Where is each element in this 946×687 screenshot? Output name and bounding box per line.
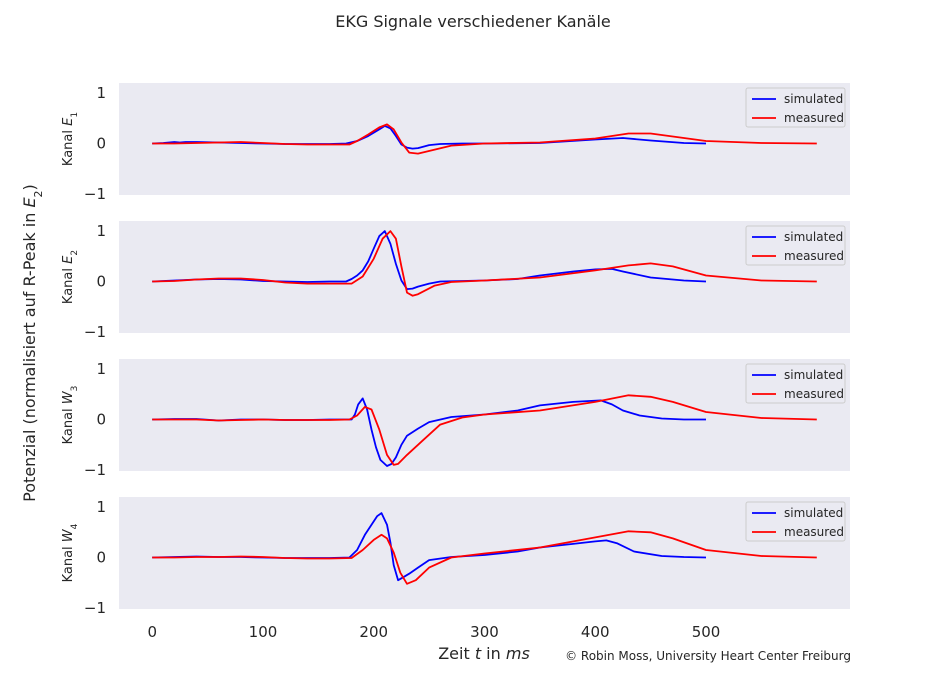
legend-label-simulated: simulated (784, 506, 843, 520)
y-tick-label: 0 (96, 273, 106, 291)
channel-label: Kanal E2 (61, 250, 80, 304)
channel-label: Kanal E1 (61, 112, 80, 166)
legend-label-measured: measured (784, 249, 844, 263)
y-tick-label: 0 (96, 549, 106, 567)
x-tick-label: 200 (359, 623, 388, 641)
x-tick-label: 500 (692, 623, 721, 641)
copyright-credit: © Robin Moss, University Heart Center Fr… (565, 649, 851, 663)
y-tick-label: −1 (84, 323, 106, 341)
x-tick-label: 300 (470, 623, 499, 641)
series-line-measured (152, 530, 817, 585)
y-tick-label: 1 (96, 84, 106, 102)
panel-3: −1 0 1 Kanal W3 simulated measured (61, 359, 850, 479)
y-axis-label: Potenzial (normalisiert auf R-Peak in E2… (20, 184, 45, 502)
series-line-measured (152, 230, 817, 297)
panel-2: −1 0 1 Kanal E2 simulated measured (61, 221, 850, 341)
y-tick-label: 1 (96, 222, 106, 240)
series-line-measured (152, 394, 817, 466)
series-line-measured (152, 123, 817, 155)
panel-1: −1 0 1 Kanal E1 simulated measured (61, 83, 850, 203)
y-tick-label: 0 (96, 411, 106, 429)
figure-title: EKG Signale verschiedener Kanäle (335, 12, 611, 31)
legend-label-simulated: simulated (784, 368, 843, 382)
panel-4: −1 0 1 Kanal W4 simulated measured (61, 497, 850, 617)
x-tick-label: 400 (581, 623, 610, 641)
legend-label-measured: measured (784, 387, 844, 401)
x-axis-label: Zeit t in ms (438, 644, 530, 663)
y-tick-label: −1 (84, 185, 106, 203)
legend-label-simulated: simulated (784, 230, 843, 244)
x-tick-label: 0 (147, 623, 157, 641)
y-tick-label: −1 (84, 461, 106, 479)
legend-label-measured: measured (784, 525, 844, 539)
panel-background (119, 221, 850, 333)
y-tick-label: 0 (96, 135, 106, 153)
y-tick-label: 1 (96, 360, 106, 378)
panel-background (119, 83, 850, 195)
channel-label: Kanal W4 (61, 523, 80, 582)
legend-label-simulated: simulated (784, 92, 843, 106)
channel-label: Kanal W3 (61, 386, 80, 445)
x-axis-ticks: 0 100 200 300 400 500 (147, 623, 720, 641)
y-tick-label: −1 (84, 599, 106, 617)
series-line-simulated (152, 230, 707, 291)
legend-label-measured: measured (784, 111, 844, 125)
y-tick-label: 1 (96, 498, 106, 516)
x-tick-label: 100 (249, 623, 278, 641)
panels: −1 0 1 Kanal E1 simulated measured −1 0 1 Kanal E… (61, 83, 850, 617)
